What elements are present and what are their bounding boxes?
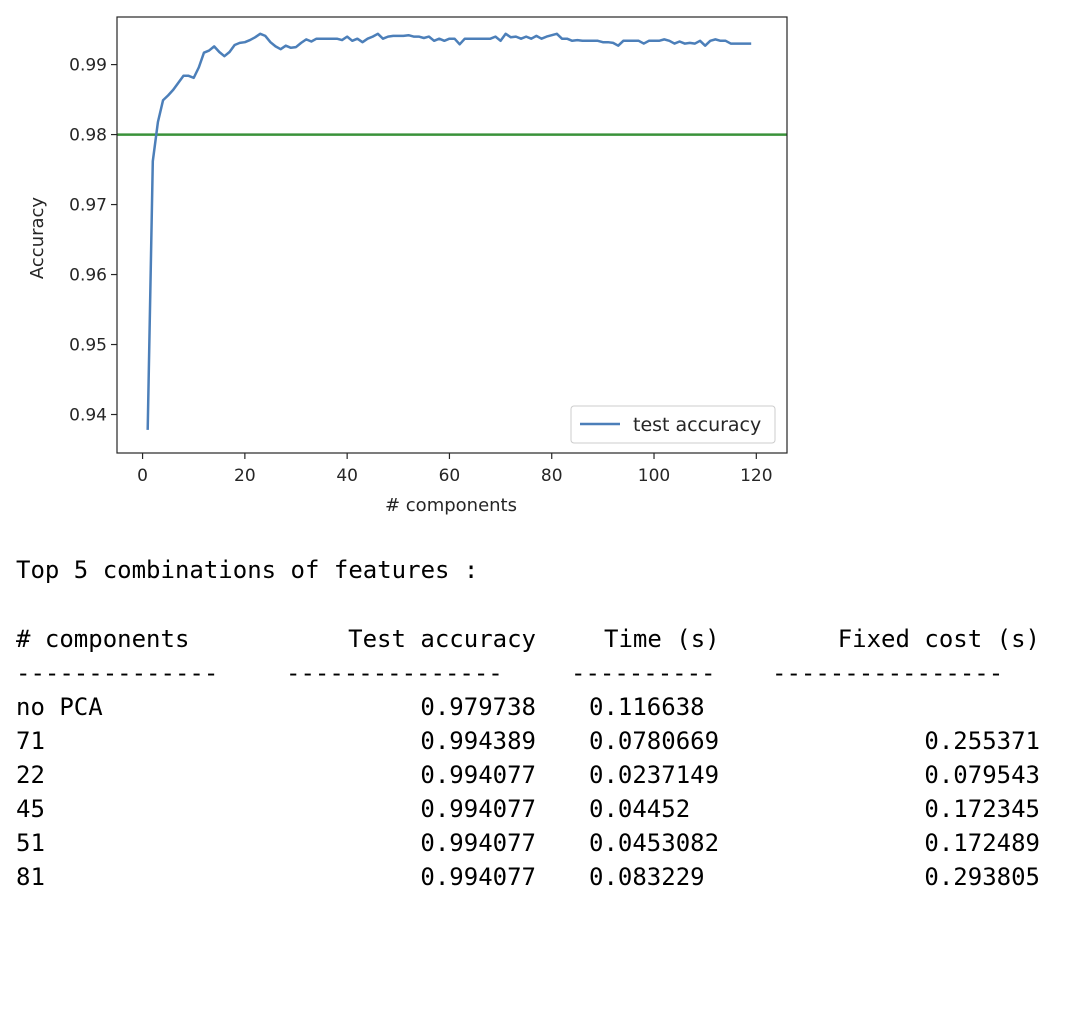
legend: test accuracy <box>570 405 776 444</box>
table-row: 51 0.994077 0.0453082 0.172489 <box>0 826 1068 860</box>
legend-label: test accuracy <box>633 414 761 436</box>
separator-fixed-cost: ---------------- <box>772 659 1004 687</box>
cell-test-accuracy: 0.994077 <box>420 863 536 891</box>
cell-test-accuracy: 0.979738 <box>420 693 536 721</box>
accuracy-chart: 0.94 0.95 0.96 0.97 0.98 0.99 0 20 40 60 80 100 120… <box>27 16 788 516</box>
cell-test-accuracy: 0.994389 <box>420 727 536 755</box>
cell-test-accuracy: 0.994077 <box>420 761 536 789</box>
cell-components: 71 <box>16 727 45 755</box>
header-time: Time (s) <box>604 625 720 653</box>
table-separator-row: -------------- --------------- ---------… <box>0 656 1068 690</box>
x-tick-label: 40 <box>336 466 358 486</box>
table-row: no PCA 0.979738 0.116638 <box>0 690 1068 724</box>
table-row: 71 0.994389 0.0780669 0.255371 <box>0 724 1068 758</box>
separator-time: ---------- <box>571 659 716 687</box>
cell-time: 0.0780669 <box>589 727 720 755</box>
x-tick-label: 100 <box>638 466 670 486</box>
y-tick-label: 0.95 <box>69 336 107 356</box>
table-header-row: # components Test accuracy Time (s) Fixe… <box>0 622 1068 656</box>
cell-time: 0.116638 <box>589 693 705 721</box>
plot-area <box>116 16 788 454</box>
x-axis: 0 20 40 60 80 100 120 <box>137 453 773 486</box>
y-tick-label: 0.99 <box>69 56 107 76</box>
x-tick-label: 60 <box>439 466 461 486</box>
cell-components: 51 <box>16 829 45 857</box>
cell-time: 0.0453082 <box>589 829 720 857</box>
y-tick-label: 0.94 <box>69 406 107 426</box>
header-components: # components <box>16 625 190 653</box>
header-fixed-cost: Fixed cost (s) <box>837 625 1040 653</box>
summary-heading: Top 5 combinations of features : <box>16 556 479 584</box>
cell-time: 0.0237149 <box>589 761 720 789</box>
separator-components: -------------- <box>16 659 219 687</box>
x-tick-label: 120 <box>740 466 772 486</box>
x-tick-label: 20 <box>234 466 256 486</box>
cell-components: no PCA <box>16 693 103 721</box>
cell-time: 0.04452 <box>589 795 691 823</box>
cell-test-accuracy: 0.994077 <box>420 829 536 857</box>
table-row: 45 0.994077 0.04452 0.172345 <box>0 792 1068 826</box>
cell-fixed-cost: 0.255371 <box>924 727 1040 755</box>
cell-time: 0.083229 <box>589 863 705 891</box>
cell-test-accuracy: 0.994077 <box>420 795 536 823</box>
y-axis-label: Accuracy <box>27 197 48 280</box>
table-row: 22 0.994077 0.0237149 0.079543 <box>0 758 1068 792</box>
cell-components: 22 <box>16 761 45 789</box>
x-tick-label: 80 <box>541 466 563 486</box>
cell-fixed-cost: 0.079543 <box>924 761 1040 789</box>
cell-components: 45 <box>16 795 45 823</box>
legend-box <box>570 405 776 444</box>
x-axis-label: # components <box>385 495 517 516</box>
y-tick-label: 0.96 <box>69 266 107 286</box>
plot-frame <box>116 16 788 454</box>
y-tick-label: 0.98 <box>69 126 107 146</box>
cell-components: 81 <box>16 863 45 891</box>
y-tick-label: 0.97 <box>69 196 107 216</box>
y-axis: 0.94 0.95 0.96 0.97 0.98 0.99 <box>69 56 117 426</box>
x-tick-label: 0 <box>137 466 148 486</box>
cell-fixed-cost: 0.172345 <box>924 795 1040 823</box>
header-test-accuracy: Test accuracy <box>348 625 536 653</box>
table-row: 81 0.994077 0.083229 0.293805 <box>0 860 1068 894</box>
cell-fixed-cost: 0.172489 <box>924 829 1040 857</box>
separator-test-accuracy: --------------- <box>286 659 503 687</box>
cell-fixed-cost: 0.293805 <box>924 863 1040 891</box>
series-line-test-accuracy <box>146 32 752 430</box>
